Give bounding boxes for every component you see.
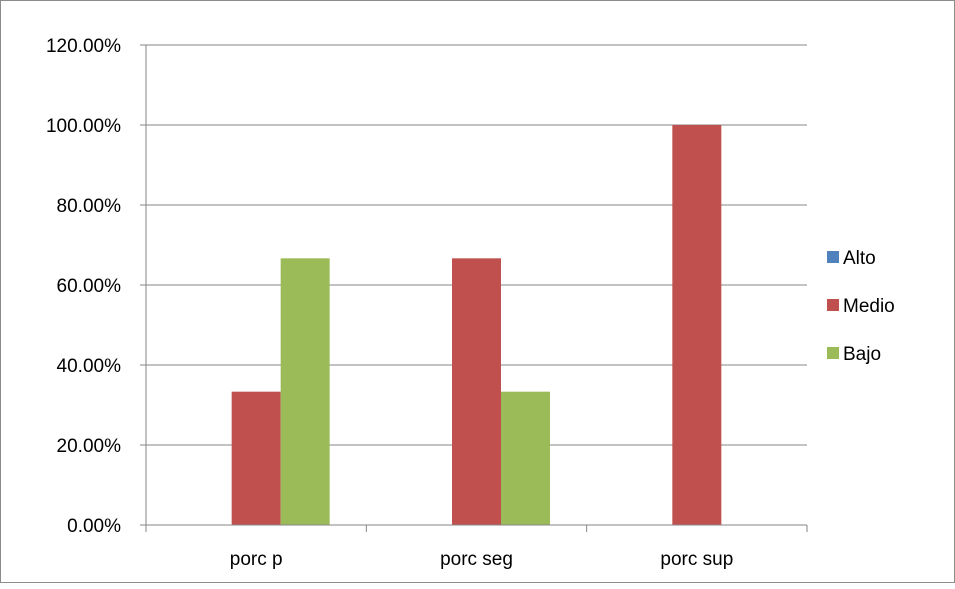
y-tick-label: 100.00%: [46, 116, 121, 137]
legend-label-alto: Alto: [843, 248, 876, 269]
x-tick-label: porc sup: [660, 549, 733, 570]
legend-swatch-medio: [827, 299, 839, 311]
bar-medio-2: [452, 258, 501, 525]
y-tick-label: 80.00%: [57, 196, 122, 217]
y-tick-label: 40.00%: [57, 356, 122, 377]
y-tick-label: 20.00%: [57, 436, 122, 457]
x-tick-labels: porc p porc seg porc sup: [230, 549, 734, 570]
y-tick-label: 60.00%: [57, 276, 122, 297]
bars: [231, 125, 722, 525]
y-tick-labels: 0.00% 20.00% 40.00% 60.00% 80.00% 100.00% 120.…: [46, 36, 121, 537]
bar-medio-3: [672, 125, 722, 525]
y-tick-label: 0.00%: [67, 516, 121, 537]
x-tick-label: porc seg: [440, 549, 513, 570]
legend-swatch-bajo: [827, 347, 839, 359]
bar-bajo-2: [501, 391, 550, 525]
legend-swatch-alto: [827, 251, 839, 263]
axes: [140, 44, 808, 532]
x-tick-label: porc p: [230, 549, 283, 570]
bar-bajo-1: [280, 258, 330, 525]
legend-label-medio: Medio: [843, 296, 895, 317]
y-tick-label: 120.00%: [46, 36, 121, 57]
legend: Alto Medio Bajo: [827, 248, 895, 365]
legend-label-bajo: Bajo: [843, 344, 881, 365]
bar-medio-1: [231, 391, 281, 525]
